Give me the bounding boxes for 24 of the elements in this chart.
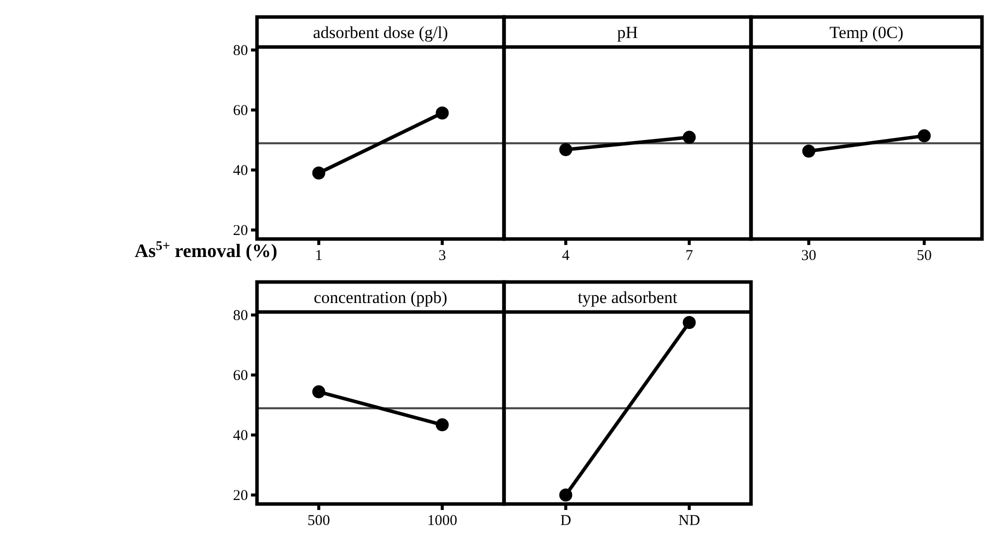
x-tick-label: 7 xyxy=(686,248,694,264)
x-tick-label: 30 xyxy=(801,248,816,264)
x-tick-label: 50 xyxy=(916,248,932,264)
y-tick-label: 20 xyxy=(233,488,248,504)
chart-title: adsorbent dose (g/l) xyxy=(312,23,448,42)
y-tick-label: 80 xyxy=(233,308,248,324)
y-tick-label: 60 xyxy=(233,103,248,119)
x-tick-label: 500 xyxy=(308,513,330,529)
x-tick-label: 4 xyxy=(562,248,570,264)
x-tick-label: 3 xyxy=(438,248,446,264)
chart-title: type adsorbent xyxy=(578,288,678,307)
y-tick-label: 80 xyxy=(233,43,248,59)
y-tick-label: 40 xyxy=(233,428,248,444)
y-axis-title: As$^{5+}$ removal (%) xyxy=(134,238,278,262)
x-tick-label: 1000 xyxy=(427,513,458,529)
x-tick-label: 1 xyxy=(315,248,322,264)
y-tick-label: 60 xyxy=(233,368,248,384)
x-tick-label: D xyxy=(560,513,572,529)
chart-title: concentration (ppb) xyxy=(314,288,448,307)
chart-title: pH xyxy=(617,23,638,42)
chart-title: Temp (0C) xyxy=(830,23,904,42)
y-tick-label: 20 xyxy=(233,223,248,239)
x-tick-label: ND xyxy=(678,513,700,529)
y-tick-label: 40 xyxy=(233,163,248,179)
